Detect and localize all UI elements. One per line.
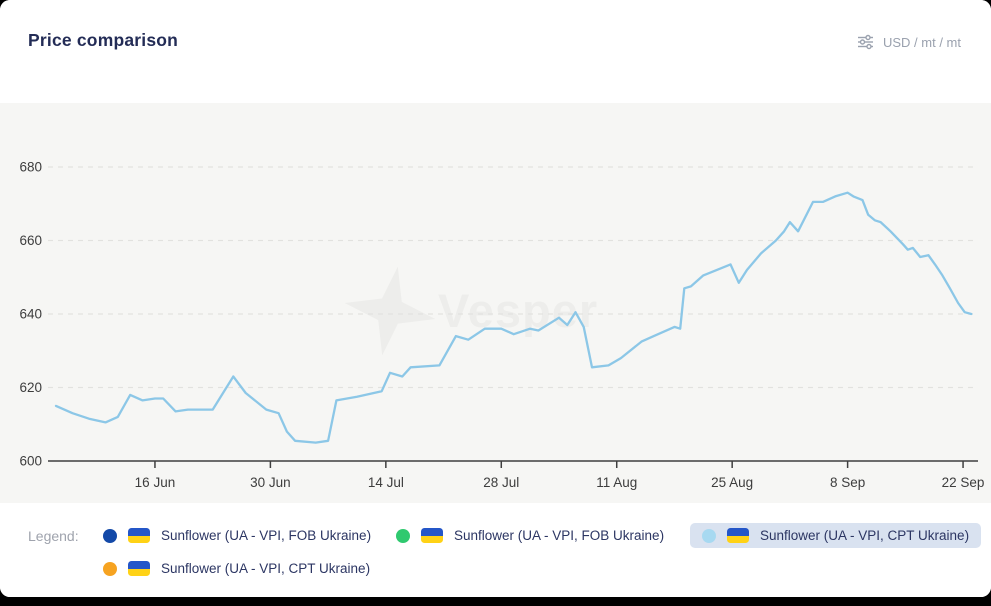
card-header: Price comparison USD / mt / mt <box>0 0 991 103</box>
price-line[interactable] <box>54 191 973 444</box>
y-axis-label: 640 <box>19 307 42 322</box>
vesper-watermark: Vesper <box>344 266 598 356</box>
x-axis-label: 28 Jul <box>483 475 519 490</box>
vesper-star-logo <box>344 266 436 356</box>
unit-label: USD / mt / mt <box>883 34 961 50</box>
legend-item-label: Sunflower (UA - VPI, FOB Ukraine) <box>454 528 665 543</box>
unit-selector[interactable]: USD / mt / mt <box>857 34 961 50</box>
page-title: Price comparison <box>28 30 179 50</box>
x-axis-label: 11 Aug <box>596 475 637 490</box>
ukraine-flag-icon <box>128 528 150 543</box>
y-axis-label: 680 <box>19 160 42 175</box>
y-axis-label: 620 <box>19 380 42 395</box>
legend-item[interactable]: Sunflower (UA - VPI, CPT Ukraine) <box>690 523 982 548</box>
x-axis-label: 25 Aug <box>711 475 753 490</box>
legend-item[interactable]: Sunflower (UA - VPI, CPT Ukraine) <box>103 556 370 581</box>
legend-item-label: Sunflower (UA - VPI, CPT Ukraine) <box>760 528 970 543</box>
x-axis-label: 30 Jun <box>250 475 291 490</box>
y-axis-label: 600 <box>19 454 42 469</box>
sliders-icon <box>857 34 874 50</box>
x-axis-label: 16 Jun <box>135 475 176 490</box>
x-axis-label: 22 Sep <box>942 475 985 490</box>
legend-item-label: Sunflower (UA - VPI, CPT Ukraine) <box>161 561 371 576</box>
legend: Legend: Sunflower (UA - VPI, FOB Ukraine… <box>28 523 982 581</box>
series-color-dot <box>396 528 410 543</box>
x-axis-label: 14 Jul <box>368 475 404 490</box>
legend-label: Legend: <box>28 527 79 544</box>
x-axis-label: 8 Sep <box>830 475 865 490</box>
ukraine-flag-icon <box>128 561 150 576</box>
svg-text:Vesper: Vesper <box>438 284 598 337</box>
legend-item[interactable]: Sunflower (UA - VPI, FOB Ukraine) <box>103 523 371 548</box>
y-axis-label: 660 <box>19 233 42 248</box>
series-color-dot <box>702 528 716 543</box>
legend-area: Legend: Sunflower (UA - VPI, FOB Ukraine… <box>0 503 991 597</box>
ukraine-flag-icon <box>421 528 443 543</box>
series-color-dot <box>103 561 117 576</box>
price-chart[interactable]: Vesper 600 620 640 660 680 16 Jun 30 Jun 14 Jul 2… <box>0 103 991 503</box>
legend-item-label: Sunflower (UA - VPI, FOB Ukraine) <box>161 528 372 543</box>
series-color-dot <box>103 528 117 543</box>
price-chart-canvas[interactable]: Vesper 600 620 640 660 680 16 Jun 30 Jun 14 Jul 2… <box>0 103 991 503</box>
ukraine-flag-icon <box>727 528 749 543</box>
legend-item[interactable]: Sunflower (UA - VPI, FOB Ukraine) <box>396 523 664 548</box>
